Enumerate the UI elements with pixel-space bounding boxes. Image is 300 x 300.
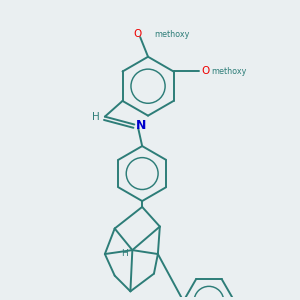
Text: H: H xyxy=(121,249,128,258)
Text: N: N xyxy=(136,119,146,132)
Text: O: O xyxy=(133,29,141,39)
Text: methoxy: methoxy xyxy=(154,30,189,39)
Text: methoxy: methoxy xyxy=(211,67,246,76)
Text: H: H xyxy=(92,112,100,122)
Text: O: O xyxy=(201,67,209,76)
